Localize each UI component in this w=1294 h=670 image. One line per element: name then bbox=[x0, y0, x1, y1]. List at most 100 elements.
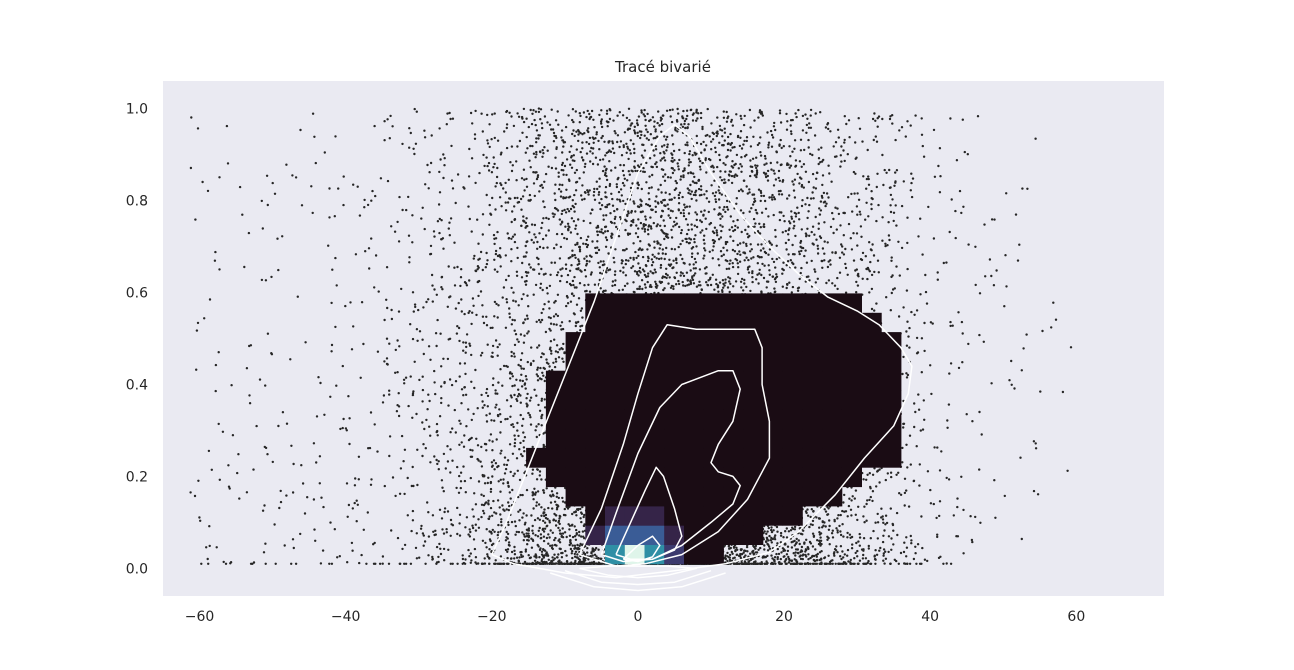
scatter-point bbox=[696, 117, 699, 120]
scatter-point bbox=[792, 189, 796, 192]
scatter-point bbox=[932, 502, 935, 506]
scatter-point bbox=[322, 505, 325, 509]
scatter-point bbox=[846, 273, 849, 276]
scatter-point bbox=[722, 181, 726, 185]
scatter-point bbox=[629, 152, 632, 155]
scatter-point bbox=[495, 181, 498, 185]
scatter-point bbox=[923, 321, 926, 325]
scatter-point bbox=[537, 344, 541, 347]
scatter-point bbox=[671, 143, 675, 146]
scatter-point bbox=[551, 128, 555, 131]
scatter-point bbox=[611, 280, 615, 283]
scatter-point bbox=[570, 217, 574, 220]
scatter-point bbox=[684, 218, 688, 221]
scatter-point bbox=[522, 341, 526, 344]
scatter-point bbox=[718, 191, 721, 195]
scatter-point bbox=[695, 119, 698, 122]
scatter-point bbox=[585, 289, 588, 293]
scatter-point bbox=[882, 552, 885, 555]
scatter-point bbox=[816, 244, 819, 247]
scatter-point bbox=[1036, 493, 1040, 496]
scatter-point bbox=[547, 542, 550, 545]
scatter-point bbox=[594, 246, 597, 250]
scatter-point bbox=[431, 514, 435, 517]
scatter-point bbox=[491, 113, 494, 116]
scatter-point bbox=[393, 230, 397, 233]
scatter-point bbox=[560, 556, 564, 559]
scatter-point bbox=[759, 546, 762, 550]
scatter-point bbox=[614, 166, 617, 169]
scatter-point bbox=[606, 203, 609, 207]
scatter-point bbox=[389, 114, 392, 118]
scatter-point bbox=[270, 275, 273, 279]
scatter-point bbox=[407, 404, 410, 408]
scatter-point bbox=[479, 250, 483, 254]
scatter-point bbox=[993, 218, 996, 221]
scatter-point bbox=[757, 116, 760, 119]
scatter-point bbox=[506, 532, 510, 536]
scatter-point bbox=[794, 562, 797, 565]
scatter-point bbox=[947, 403, 951, 406]
scatter-point bbox=[571, 118, 574, 122]
scatter-point bbox=[867, 215, 870, 218]
scatter-point bbox=[467, 548, 470, 552]
scatter-point bbox=[875, 185, 878, 189]
scatter-point bbox=[936, 533, 939, 536]
scatter-point bbox=[873, 270, 876, 274]
scatter-point bbox=[726, 286, 730, 289]
scatter-point bbox=[884, 550, 887, 553]
scatter-point bbox=[703, 209, 706, 212]
scatter-point bbox=[945, 562, 948, 565]
scatter-point bbox=[731, 160, 734, 163]
scatter-point bbox=[422, 443, 425, 446]
scatter-point bbox=[367, 247, 371, 250]
scatter-point bbox=[904, 135, 907, 138]
scatter-point bbox=[850, 192, 853, 196]
scatter-point bbox=[646, 248, 649, 251]
scatter-point bbox=[745, 136, 749, 139]
scatter-point bbox=[871, 197, 874, 201]
scatter-point bbox=[350, 541, 354, 545]
scatter-point bbox=[854, 489, 858, 492]
scatter-point bbox=[884, 244, 887, 248]
scatter-point bbox=[835, 228, 838, 231]
scatter-point bbox=[940, 450, 943, 453]
scatter-point bbox=[436, 462, 439, 466]
scatter-point bbox=[692, 263, 695, 266]
scatter-point bbox=[1020, 537, 1023, 541]
scatter-point bbox=[681, 195, 684, 199]
scatter-point bbox=[782, 261, 785, 264]
scatter-point bbox=[524, 387, 527, 390]
scatter-point bbox=[740, 170, 743, 173]
scatter-point bbox=[536, 368, 539, 371]
scatter-point bbox=[487, 169, 491, 172]
scatter-point bbox=[655, 161, 658, 164]
scatter-point bbox=[532, 241, 535, 244]
scatter-point bbox=[568, 528, 571, 531]
scatter-point bbox=[816, 552, 819, 556]
scatter-point bbox=[509, 161, 512, 164]
scatter-point bbox=[421, 338, 424, 341]
scatter-point bbox=[753, 119, 756, 122]
scatter-point bbox=[528, 159, 531, 162]
scatter-point bbox=[675, 257, 678, 260]
scatter-point bbox=[535, 478, 539, 481]
scatter-point bbox=[616, 114, 619, 117]
scatter-point bbox=[258, 378, 262, 381]
scatter-point bbox=[857, 505, 860, 508]
scatter-point bbox=[557, 356, 561, 359]
scatter-point bbox=[666, 203, 669, 206]
scatter-point bbox=[562, 145, 565, 148]
scatter-point bbox=[809, 556, 812, 560]
scatter-point bbox=[469, 530, 472, 534]
scatter-point bbox=[415, 110, 418, 113]
scatter-point bbox=[473, 133, 477, 136]
scatter-point bbox=[569, 300, 573, 303]
scatter-point bbox=[737, 189, 741, 193]
scatter-point bbox=[894, 204, 897, 207]
scatter-point bbox=[409, 375, 412, 378]
scatter-point bbox=[342, 175, 345, 178]
scatter-point bbox=[703, 234, 706, 237]
scatter-point bbox=[527, 330, 530, 333]
scatter-point bbox=[655, 195, 658, 198]
